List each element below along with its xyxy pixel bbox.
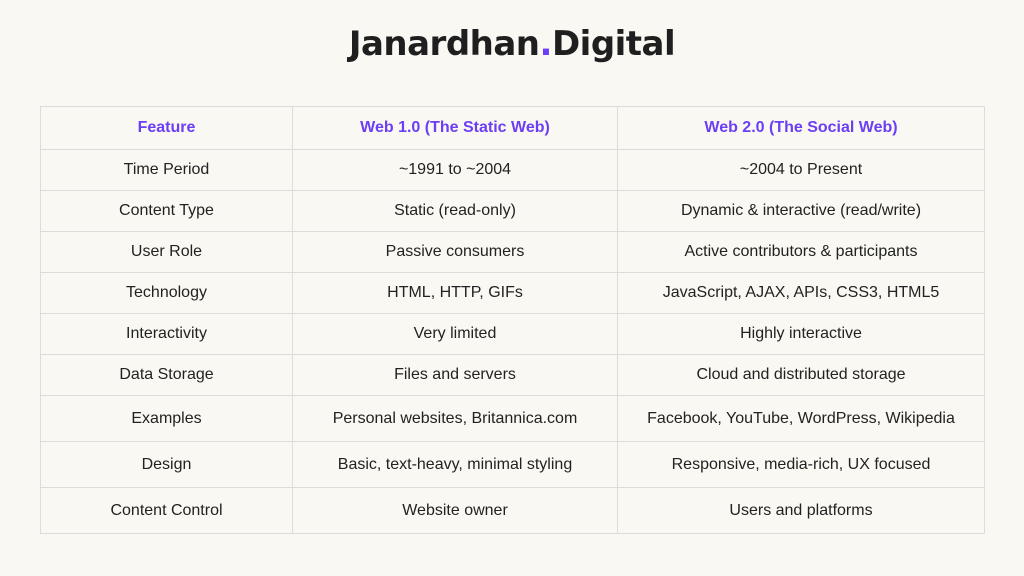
table-row: Examples Personal websites, Britannica.c… bbox=[40, 395, 985, 442]
web2-cell: Cloud and distributed storage bbox=[617, 354, 985, 396]
feature-cell: Time Period bbox=[40, 149, 293, 191]
feature-cell: User Role bbox=[40, 231, 293, 273]
web2-cell: Responsive, media-rich, UX focused bbox=[617, 441, 985, 488]
feature-cell: Data Storage bbox=[40, 354, 293, 396]
web2-cell: Active contributors & participants bbox=[617, 231, 985, 273]
web1-cell: HTML, HTTP, GIFs bbox=[292, 272, 618, 314]
brand-logo: Janardhan.Digital bbox=[0, 22, 1024, 66]
table-row: Content Type Static (read-only) Dynamic … bbox=[40, 190, 985, 232]
web1-cell: Personal websites, Britannica.com bbox=[292, 395, 618, 442]
comparison-table: Feature Web 1.0 (The Static Web) Web 2.0… bbox=[40, 106, 985, 534]
header-feature: Feature bbox=[40, 106, 293, 150]
feature-cell: Content Control bbox=[40, 487, 293, 534]
web2-cell: Highly interactive bbox=[617, 313, 985, 355]
web1-cell: ~1991 to ~2004 bbox=[292, 149, 618, 191]
web1-cell: Passive consumers bbox=[292, 231, 618, 273]
web1-cell: Files and servers bbox=[292, 354, 618, 396]
brand-dot: . bbox=[539, 24, 553, 64]
web2-cell: Users and platforms bbox=[617, 487, 985, 534]
web2-cell: ~2004 to Present bbox=[617, 149, 985, 191]
table-row: Data Storage Files and servers Cloud and… bbox=[40, 354, 985, 396]
header-web1: Web 1.0 (The Static Web) bbox=[292, 106, 618, 150]
feature-cell: Examples bbox=[40, 395, 293, 442]
feature-cell: Technology bbox=[40, 272, 293, 314]
table-row: Technology HTML, HTTP, GIFs JavaScript, … bbox=[40, 272, 985, 314]
table-row: Content Control Website owner Users and … bbox=[40, 487, 985, 534]
table-row: Interactivity Very limited Highly intera… bbox=[40, 313, 985, 355]
web1-cell: Basic, text-heavy, minimal styling bbox=[292, 441, 618, 488]
table-row: Time Period ~1991 to ~2004 ~2004 to Pres… bbox=[40, 149, 985, 191]
header-web2: Web 2.0 (The Social Web) bbox=[617, 106, 985, 150]
web2-cell: JavaScript, AJAX, APIs, CSS3, HTML5 bbox=[617, 272, 985, 314]
feature-cell: Interactivity bbox=[40, 313, 293, 355]
brand-name: Janardhan bbox=[348, 24, 540, 64]
web1-cell: Very limited bbox=[292, 313, 618, 355]
table-row: Design Basic, text-heavy, minimal stylin… bbox=[40, 441, 985, 488]
table-row: User Role Passive consumers Active contr… bbox=[40, 231, 985, 273]
table-header-row: Feature Web 1.0 (The Static Web) Web 2.0… bbox=[40, 106, 985, 150]
web1-cell: Static (read-only) bbox=[292, 190, 618, 232]
web1-cell: Website owner bbox=[292, 487, 618, 534]
feature-cell: Design bbox=[40, 441, 293, 488]
feature-cell: Content Type bbox=[40, 190, 293, 232]
brand-suffix: Digital bbox=[551, 24, 676, 64]
web2-cell: Facebook, YouTube, WordPress, Wikipedia bbox=[617, 395, 985, 442]
web2-cell: Dynamic & interactive (read/write) bbox=[617, 190, 985, 232]
